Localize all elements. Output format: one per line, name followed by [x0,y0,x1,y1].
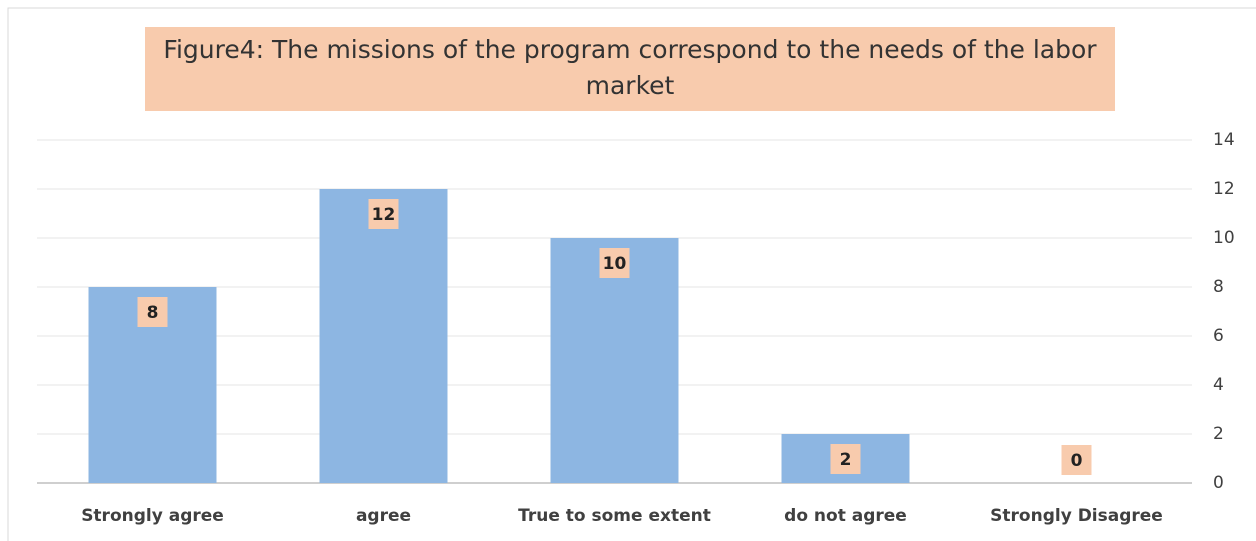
y-tick-label: 4 [1213,375,1224,395]
data-label-box [830,444,861,474]
x-tick-label: True to some extent [518,506,711,526]
data-label: 0 [1071,451,1083,471]
bar [319,189,448,483]
y-tick-label: 2 [1213,424,1224,444]
x-tick-label: agree [356,506,411,526]
x-tick-label: do not agree [784,506,907,526]
y-tick-label: 14 [1213,130,1235,150]
chart-border [7,7,1256,541]
x-tick-label: Strongly agree [81,506,224,526]
data-label-box [599,248,630,278]
chart-title: Figure4: The missions of the program cor… [145,27,1115,111]
y-tick-label: 12 [1213,179,1235,199]
data-label: 10 [603,254,627,274]
y-tick-label: 6 [1213,326,1224,346]
data-label-box [1061,445,1092,475]
y-tick-label: 0 [1213,473,1224,493]
y-tick-label: 8 [1213,277,1224,297]
data-label: 8 [147,303,159,323]
data-label: 2 [840,450,852,470]
data-label: 12 [372,205,396,225]
bar [550,238,679,483]
y-tick-label: 10 [1213,228,1235,248]
data-label-box [368,199,399,229]
x-tick-label: Strongly Disagree [990,506,1163,526]
data-label-box [137,297,168,327]
